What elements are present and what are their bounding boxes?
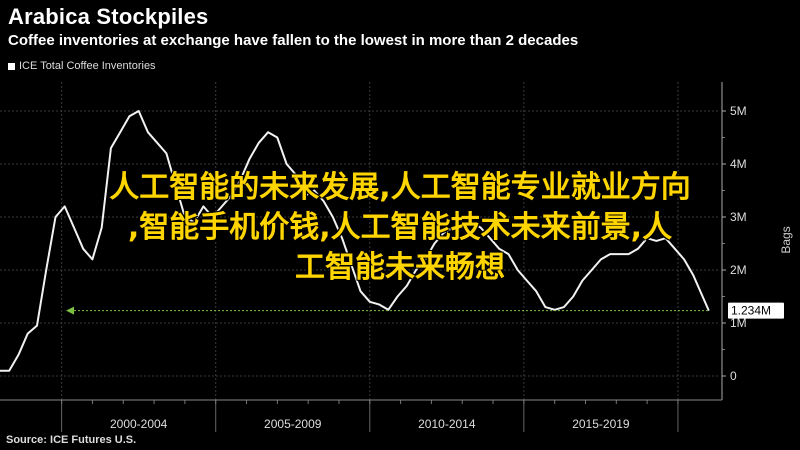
- y-tick-label: 2M: [730, 263, 747, 277]
- overlay-line-3: 工智能未来畅想: [295, 250, 505, 285]
- y-tick-label: 5M: [730, 104, 747, 118]
- x-tick-label: 2000-2004: [110, 417, 168, 431]
- overlay-line-2: ,智能手机价钱,人工智能技术未来前景,人: [127, 210, 673, 245]
- y-tick-label: 1M: [730, 316, 747, 330]
- series-layer: [0, 110, 710, 372]
- chart-subtitle: Coffee inventories at exchange have fall…: [8, 32, 579, 49]
- y-axis-label: Bags: [779, 226, 793, 253]
- legend-swatch-icon: [8, 62, 15, 70]
- x-tick-label: 2010-2014: [418, 417, 476, 431]
- y-tick-label: 0: [730, 369, 737, 383]
- chart-title: Arabica Stockpiles: [8, 4, 209, 29]
- series-line: [0, 110, 710, 372]
- last-value-arrow-icon: [66, 306, 74, 315]
- legend: ICE Total Coffee Inventories: [8, 60, 156, 72]
- last-value-label: 1.234M: [731, 304, 771, 318]
- overlay-line-1: 人工智能的未来发展,人工智能专业就业方向: [109, 170, 691, 205]
- x-tick-label: 2015-2019: [572, 417, 630, 431]
- source-note: Source: ICE Futures U.S.: [6, 434, 137, 446]
- y-tick-label: 3M: [730, 210, 747, 224]
- last-value-badge: [728, 302, 784, 319]
- overlay-text: 人工智能的未来发展,人工智能专业就业方向 ,智能手机价钱,人工智能技术未来前景,…: [0, 168, 800, 288]
- x-tick-label: 2005-2009: [264, 417, 322, 431]
- axis-layer: 0 1M 2M 3M 4M 5M Bags 2000-2004 2005-2009 2010-20…: [0, 82, 793, 432]
- legend-label: ICE Total Coffee Inventories: [19, 60, 156, 72]
- y-tick-label: 4M: [730, 157, 747, 171]
